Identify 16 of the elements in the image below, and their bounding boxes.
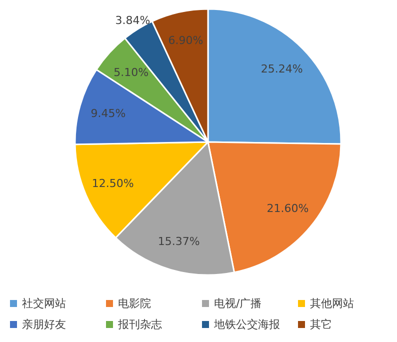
legend-label: 其他网站: [310, 296, 354, 311]
data-label: 15.37%: [158, 235, 200, 248]
legend-label: 电影院: [118, 296, 151, 311]
legend-label: 社交网站: [22, 296, 66, 311]
data-label: 21.60%: [266, 202, 309, 215]
legend-label: 电视/广播: [214, 296, 262, 311]
data-label: 9.45%: [90, 106, 126, 120]
data-label: 3.84%: [115, 14, 150, 27]
data-label: 5.10%: [114, 66, 149, 79]
data-label: 12.50%: [92, 176, 134, 190]
legend-label: 其它: [310, 317, 332, 332]
data-label: 6.90%: [168, 34, 204, 48]
legend-label: 报刊杂志: [118, 317, 162, 332]
legend-label: 亲朋好友: [22, 317, 66, 332]
data-label: 25.24%: [260, 62, 303, 76]
legend-label: 地铁公交海报: [214, 317, 280, 332]
